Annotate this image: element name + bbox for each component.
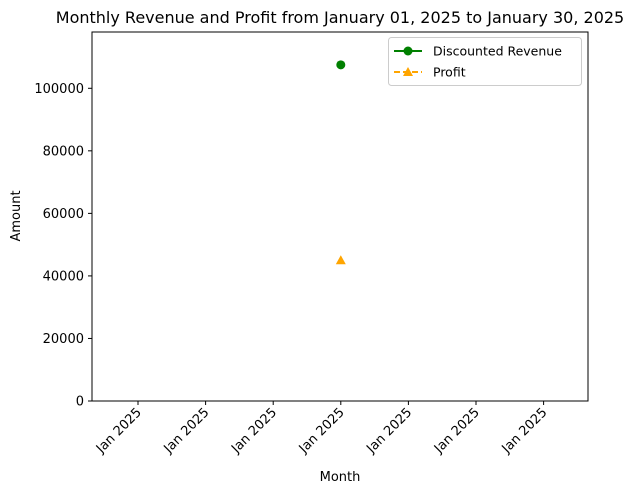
profit-point xyxy=(335,255,346,265)
legend-label: Discounted Revenue xyxy=(433,44,562,59)
legend-triangle-marker xyxy=(403,67,413,76)
y-tick-label: 40000 xyxy=(43,269,84,284)
y-axis: 0 20000 40000 60000 80000 100000 xyxy=(34,82,92,410)
y-tick-label: 60000 xyxy=(43,207,84,222)
revenue-point xyxy=(336,60,346,70)
y-tick-label: 20000 xyxy=(43,332,84,347)
legend-circle-marker xyxy=(403,46,413,56)
chart-title: Monthly Revenue and Profit from January … xyxy=(56,8,624,27)
x-axis-title: Month xyxy=(320,470,361,485)
series-layer xyxy=(335,60,346,265)
legend: Discounted Revenue Profit xyxy=(388,37,582,86)
legend-entry: Discounted Revenue xyxy=(394,44,562,59)
y-tick-label: 80000 xyxy=(43,144,84,159)
y-tick-label: 100000 xyxy=(34,82,84,97)
legend-label: Profit xyxy=(433,65,466,80)
y-axis-title: Amount xyxy=(9,190,24,241)
plot-area xyxy=(91,31,589,402)
legend-frame xyxy=(388,37,582,86)
y-tick-label: 0 xyxy=(76,395,84,410)
legend-entry: Profit xyxy=(394,65,466,80)
